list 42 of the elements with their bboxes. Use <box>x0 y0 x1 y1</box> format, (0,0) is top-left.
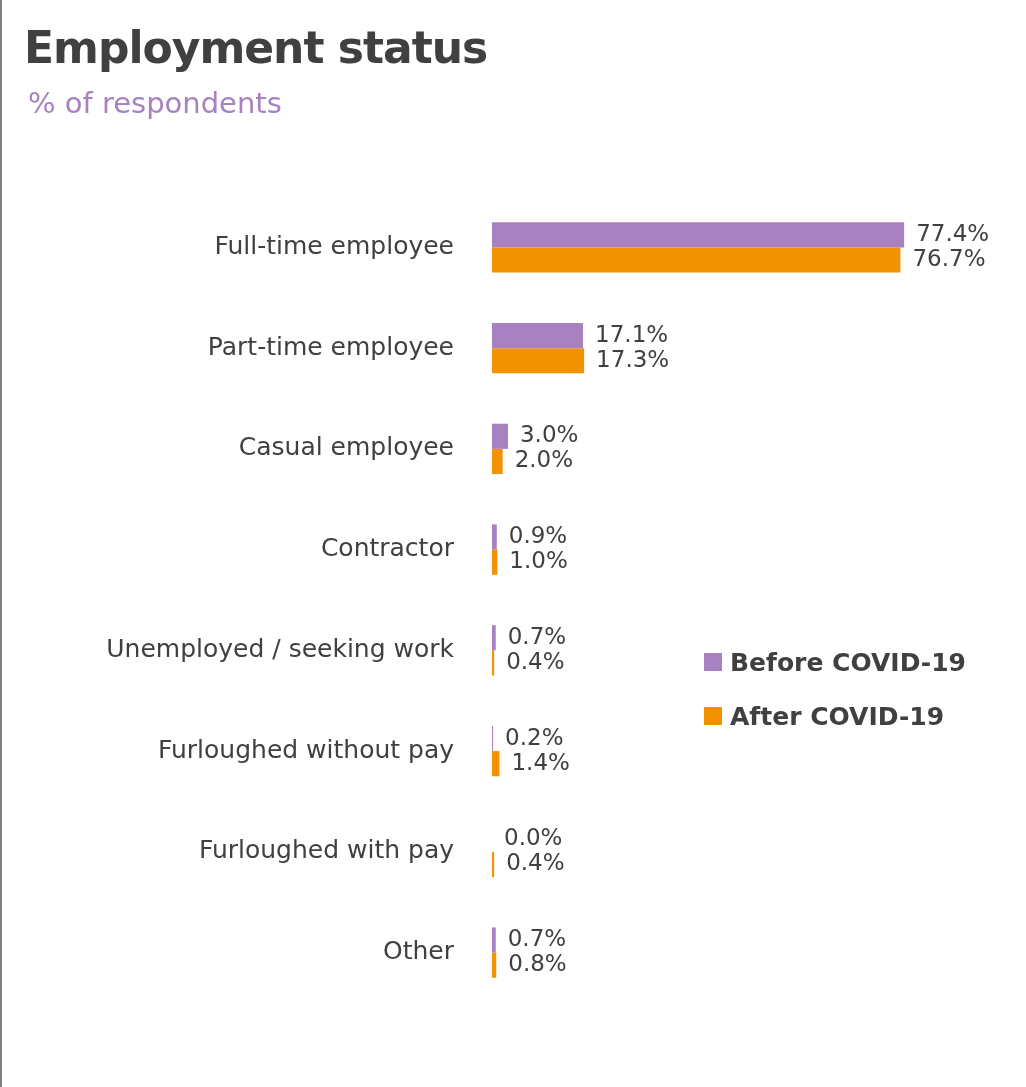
data-label: 3.0% <box>519 421 579 448</box>
data-label: 0.9% <box>508 522 568 548</box>
bar <box>492 650 495 676</box>
bar <box>492 222 905 248</box>
data-label: 1.0% <box>509 547 568 574</box>
bar <box>492 322 584 349</box>
bar <box>492 625 496 651</box>
data-label: 0.4% <box>506 849 565 876</box>
bar <box>492 524 497 550</box>
bar <box>492 927 496 953</box>
chart-title: Employment status <box>24 22 488 73</box>
y-tick-label: Unemployed / seeking work <box>106 633 455 663</box>
bar <box>492 348 585 374</box>
data-label: 0.4% <box>506 647 565 674</box>
data-label: 17.1% <box>595 320 669 347</box>
bar <box>492 549 498 575</box>
bar <box>492 448 503 475</box>
data-label: 0.0% <box>504 824 563 851</box>
data-label: 2.0% <box>514 446 574 473</box>
y-tick-label: Furloughed without pay <box>157 734 455 764</box>
data-label: 17.3% <box>596 345 670 372</box>
data-label: 1.4% <box>511 748 570 775</box>
bar <box>492 952 497 978</box>
data-label: 0.2% <box>505 723 564 750</box>
legend-label: After COVID-19 <box>730 701 945 731</box>
y-tick-label: Full-time employee <box>214 230 454 260</box>
bar <box>492 247 901 273</box>
y-tick-label: Casual employee <box>238 432 454 462</box>
bar <box>492 423 508 449</box>
y-tick-label: Contractor <box>320 533 455 563</box>
data-label: 0.8% <box>508 950 567 977</box>
data-label: 0.7% <box>507 925 567 951</box>
bar <box>492 851 495 878</box>
y-tick-label: Other <box>383 936 455 966</box>
legend-label: Before COVID-19 <box>730 647 967 677</box>
text: % of respondents <box>28 86 282 120</box>
data-label: 77.4% <box>916 219 990 246</box>
data-label: 0.7% <box>507 622 567 649</box>
bar <box>492 751 500 777</box>
y-tick-label: Part-time employee <box>207 331 454 361</box>
y-tick-label: Furloughed with pay <box>198 835 455 865</box>
data-label: 76.7% <box>912 244 986 271</box>
